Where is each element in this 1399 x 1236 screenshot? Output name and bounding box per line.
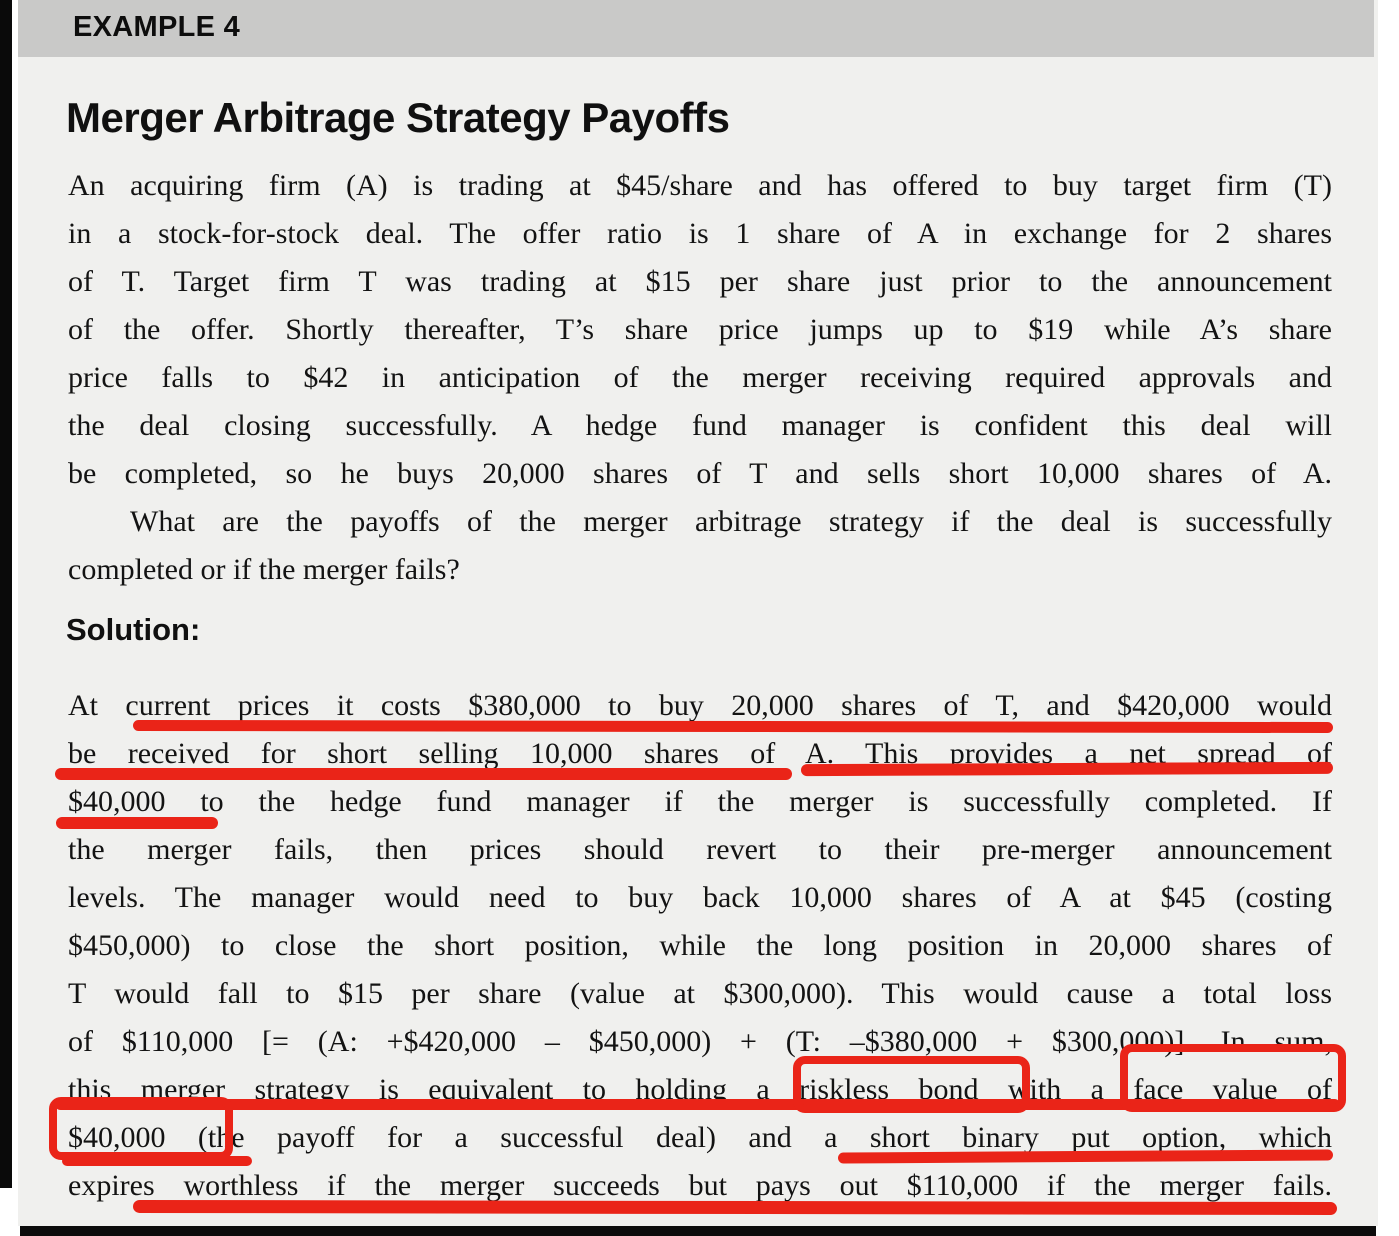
example-header-label: EXAMPLE 4	[73, 11, 241, 43]
solution-heading: Solution:	[66, 612, 201, 647]
red-underline-merger-strategy-line	[55, 1099, 1340, 1110]
red-underline-40000-top	[56, 817, 218, 829]
text-line: What are the payoffs of the merger arbit…	[130, 505, 1332, 538]
example-bottom-rule	[20, 1226, 1376, 1236]
red-box-riskless-bond	[793, 1056, 1030, 1113]
red-underline-net-spread-line1	[132, 719, 1334, 734]
text-line: At current prices it costs $380,000 to b…	[68, 689, 1332, 722]
text-line: completed or if the merger fails?	[68, 553, 460, 586]
text-line: price falls to $42 in anticipation of th…	[68, 361, 1332, 394]
red-underline-expires-worthless	[132, 1199, 1338, 1216]
text-line: the deal closing successfully. A hedge f…	[68, 409, 1332, 442]
solution-paragraph: At current prices it costs $380,000 to b…	[68, 682, 1332, 1210]
problem-paragraph: An acquiring firm (A) is trading at $45/…	[68, 162, 1332, 594]
text-line: $450,000) to close the short position, w…	[68, 929, 1332, 962]
text-line: $40,000 to the hedge fund manager if the…	[68, 785, 1332, 818]
text-line: $40,000 (the payoff for a successful dea…	[68, 1121, 1332, 1154]
red-box-40000	[49, 1097, 233, 1160]
example-box-background	[18, 0, 1378, 1226]
text-line: T would fall to $15 per share (value at …	[68, 977, 1332, 1010]
red-underline-below-40000-box	[62, 1156, 252, 1166]
red-underline-provides-net-spread	[800, 761, 1334, 777]
page-left-edge-strip	[0, 0, 12, 1188]
text-line: An acquiring firm (A) is trading at $45/…	[68, 169, 1332, 202]
red-box-face-value-of	[1120, 1044, 1346, 1112]
text-line: in a stock-for-stock deal. The offer rat…	[68, 217, 1332, 250]
example-header-bar: EXAMPLE 4	[18, 0, 1374, 57]
example-title: Merger Arbitrage Strategy Payoffs	[66, 94, 730, 141]
text-line: of the offer. Shortly thereafter, T’s sh…	[68, 313, 1332, 346]
text-line: of T. Target firm T was trading at $15 p…	[68, 265, 1332, 298]
text-line: the merger fails, then prices should rev…	[68, 833, 1332, 866]
text-line: be completed, so he buys 20,000 shares o…	[68, 457, 1332, 490]
text-line: levels. The manager would need to buy ba…	[68, 881, 1332, 914]
text-line: expires worthless if the merger succeeds…	[68, 1169, 1332, 1202]
red-underline-short-selling	[55, 768, 792, 780]
